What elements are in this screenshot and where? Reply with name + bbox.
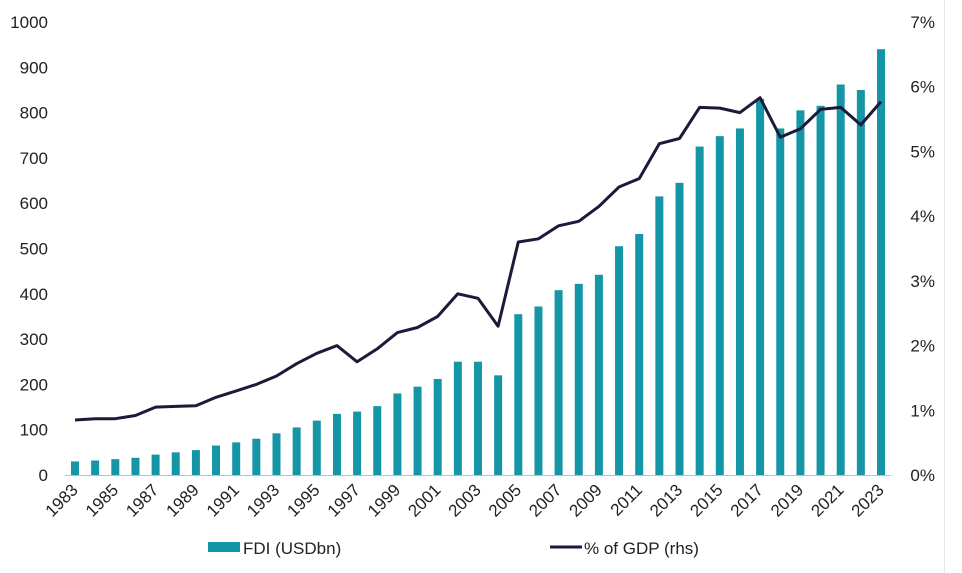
- left-tick-label: 700: [20, 149, 48, 168]
- x-tick-label: 2017: [727, 480, 767, 520]
- fdi-bar: [877, 49, 885, 476]
- x-tick-label: 1995: [283, 480, 323, 520]
- x-tick-label: 2021: [807, 480, 847, 520]
- fdi-bar: [715, 136, 724, 475]
- right-tick-label: 4%: [910, 207, 935, 226]
- fdi-bar: [373, 406, 382, 475]
- fdi-bar: [151, 454, 160, 475]
- fdi-bar: [574, 283, 583, 475]
- gdp-share-line: [74, 96, 883, 422]
- left-tick-label: 100: [20, 421, 48, 440]
- fdi-bar: [735, 128, 744, 475]
- left-axis: 0 100 200 300 400 500 600 700 800 900 1000: [10, 13, 48, 485]
- fdi-bar: [453, 361, 462, 475]
- x-tick-label: 2011: [607, 480, 646, 519]
- legend: FDI (USDbn) % of GDP (rhs): [208, 539, 699, 558]
- x-tick-label: 1985: [82, 480, 122, 520]
- fdi-bar: [353, 411, 362, 475]
- fdi-bar: [494, 375, 503, 475]
- fdi-bar: [232, 442, 241, 475]
- left-tick-label: 500: [20, 240, 48, 259]
- fdi-bar: [433, 378, 442, 475]
- fdi-bar: [272, 433, 281, 475]
- left-tick-label: 600: [20, 194, 48, 213]
- right-tick-label: 2%: [910, 337, 935, 356]
- fdi-bar: [776, 128, 785, 475]
- x-axis: 1983 1985 1987 1989 1991 1993 1995 1997 1999 2001…: [42, 480, 888, 520]
- left-tick-label: 800: [20, 104, 48, 123]
- right-axis: 0% 1% 2% 3% 4% 5% 6% 7%: [910, 13, 935, 485]
- fdi-bar: [554, 290, 563, 475]
- fdi-bar: [816, 105, 825, 476]
- left-tick-label: 400: [20, 285, 48, 304]
- x-tick-label: 2023: [848, 480, 888, 520]
- legend-fdi-label: FDI (USDbn): [243, 539, 341, 558]
- fdi-bar: [655, 196, 664, 475]
- fdi-bar: [252, 438, 261, 475]
- x-tick-label: 2001: [404, 480, 444, 520]
- fdi-bar: [131, 457, 140, 475]
- fdi-bar: [393, 393, 402, 475]
- left-tick-label: 200: [20, 375, 48, 394]
- fdi-bar: [836, 84, 845, 475]
- fdi-bar: [474, 361, 482, 475]
- fdi-bar: [695, 146, 704, 475]
- fdi-bar: [71, 461, 79, 475]
- x-tick-label: 2005: [485, 480, 525, 520]
- fdi-bar: [171, 452, 180, 475]
- x-tick-label: 1999: [364, 480, 404, 520]
- fdi-bar: [91, 460, 100, 475]
- fdi-bar: [312, 420, 321, 475]
- fdi-bar: [191, 450, 200, 475]
- x-tick-label: 1989: [163, 480, 203, 520]
- fdi-bar-series: [71, 49, 885, 476]
- right-tick-label: 6%: [910, 78, 935, 97]
- x-tick-label: 2019: [767, 480, 807, 520]
- fdi-bar: [413, 386, 422, 475]
- x-tick-label: 2003: [445, 480, 485, 520]
- fdi-bar: [675, 182, 684, 475]
- fdi-bar: [111, 459, 120, 475]
- left-tick-label: 0: [39, 466, 48, 485]
- gdp-line-series: [74, 96, 883, 422]
- legend-gdp-label: % of GDP (rhs): [584, 539, 699, 558]
- right-tick-label: 7%: [910, 13, 935, 32]
- fdi-bar: [212, 445, 221, 475]
- x-tick-label: 2015: [686, 480, 726, 520]
- fdi-bar: [856, 89, 865, 475]
- x-tick-label: 2013: [646, 480, 686, 520]
- fdi-bar: [332, 413, 341, 475]
- fdi-bar: [292, 427, 301, 475]
- x-tick-label: 2009: [566, 480, 606, 520]
- right-tick-label: 0%: [910, 466, 935, 485]
- fdi-bar: [635, 234, 644, 475]
- left-tick-label: 900: [20, 58, 48, 77]
- fdi-bar: [534, 306, 543, 475]
- fdi-bar: [594, 274, 603, 475]
- fdi-bar: [796, 110, 805, 476]
- fdi-bar: [756, 99, 765, 475]
- right-tick-label: 3%: [910, 272, 935, 291]
- legend-fdi-swatch: [208, 542, 240, 552]
- left-tick-label: 300: [20, 330, 48, 349]
- right-tick-label: 5%: [910, 142, 935, 161]
- x-tick-label: 1993: [243, 480, 283, 520]
- chart-frame-edge: [944, 0, 945, 573]
- x-tick-label: 1983: [42, 480, 82, 520]
- x-tick-label: 1997: [324, 480, 364, 520]
- fdi-bar: [615, 246, 624, 475]
- right-tick-label: 1%: [910, 401, 935, 420]
- fdi-bar: [514, 314, 523, 475]
- x-tick-label: 1987: [122, 480, 162, 520]
- x-tick-label: 2007: [525, 480, 565, 520]
- left-tick-label: 1000: [10, 13, 48, 32]
- x-tick-label: 1991: [203, 480, 243, 520]
